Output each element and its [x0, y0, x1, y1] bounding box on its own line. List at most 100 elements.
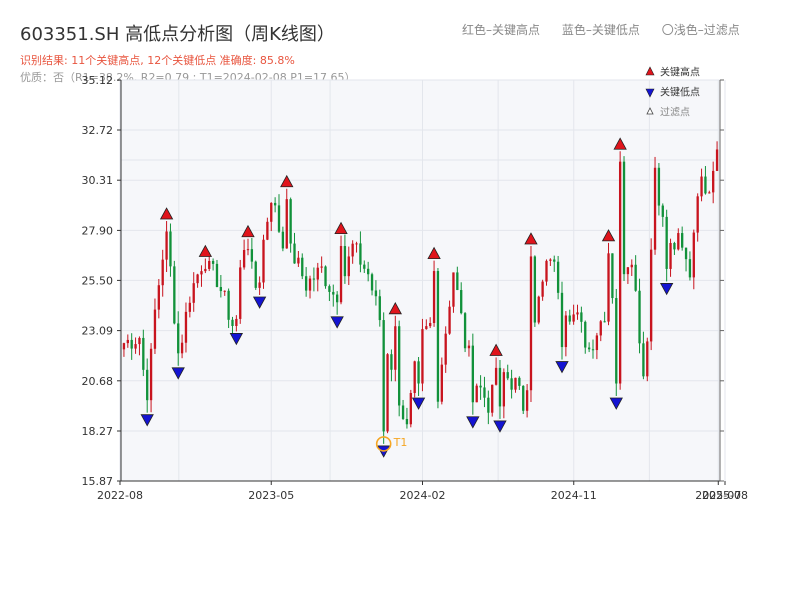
key-high-marker [601, 229, 616, 242]
candle-body [196, 274, 199, 284]
candle-body [525, 390, 529, 411]
candle-body [715, 149, 719, 171]
legend-item-label: 关键高点 [660, 66, 700, 79]
key-low-marker [252, 296, 267, 309]
candle-body [607, 253, 610, 322]
candle-body [308, 278, 312, 291]
candle-body [618, 161, 622, 384]
candle-body [688, 259, 692, 278]
candle-body [394, 326, 397, 370]
x-tick-label: 2024-11 [551, 489, 597, 502]
candle-body [312, 278, 316, 280]
key-high-marker [198, 244, 213, 257]
key-high-marker [241, 224, 255, 238]
key-low-marker [411, 397, 426, 410]
legend-red-text: 红色–关键高点 [462, 23, 541, 37]
candle-body [215, 263, 219, 288]
candle-body [537, 296, 540, 323]
candle-body [273, 202, 277, 206]
candle-body [227, 290, 230, 320]
candle-body [494, 367, 498, 385]
candle-body [335, 294, 339, 303]
key-high-marker [388, 301, 402, 315]
candle-body [704, 176, 707, 194]
legend-low-icon [645, 88, 655, 98]
key-low-marker [140, 414, 154, 427]
candle-body [603, 321, 606, 323]
candle-body [626, 267, 630, 275]
candle-body [161, 259, 164, 286]
candle-body [564, 315, 568, 348]
y-tick-label: 25.50 [82, 274, 114, 287]
candle-body [556, 261, 560, 293]
candle-body [367, 268, 370, 275]
candle-body [642, 343, 645, 377]
candle-body [417, 361, 420, 384]
candle-body [142, 337, 145, 370]
candle-body [587, 347, 591, 350]
candle-body [591, 349, 595, 351]
candle-body [149, 348, 153, 401]
key-low-marker [330, 316, 344, 329]
candle-body [157, 285, 160, 310]
key-low-marker [493, 420, 507, 433]
candle-body [572, 314, 575, 322]
candle-body [258, 282, 261, 288]
candle-body [130, 339, 133, 349]
candle-body [421, 329, 424, 384]
candle-body [378, 296, 381, 321]
candle-body [653, 167, 657, 250]
key-high-marker [524, 232, 538, 245]
candle-body [401, 405, 405, 419]
candle-body [316, 267, 319, 280]
candle-body [169, 231, 172, 267]
candle-body [231, 319, 234, 326]
candle-body [235, 318, 238, 326]
x-tick-label: 2025-07 [695, 489, 741, 502]
key-low-marker [466, 416, 480, 429]
candle-body [444, 333, 447, 365]
candle-body [289, 199, 292, 244]
candle-body [200, 271, 203, 275]
legend-item-label: 关键低点 [660, 86, 700, 99]
candle-body [293, 243, 296, 264]
candle-body [436, 271, 440, 402]
y-tick-label: 32.72 [82, 124, 114, 137]
candle-body [560, 292, 564, 348]
candle-body [138, 337, 141, 345]
candle-body [122, 343, 126, 350]
candle-body [254, 261, 257, 288]
candle-body [398, 326, 401, 406]
candle-body [646, 341, 649, 377]
candle-body [673, 242, 676, 250]
candle-body [463, 313, 467, 349]
candle-body [498, 367, 502, 407]
legend-filter-icon [646, 107, 654, 115]
t1-label: T1 [393, 436, 408, 449]
candle-body [277, 205, 281, 232]
candle-body [239, 267, 242, 319]
candle-body [177, 323, 180, 354]
candle-body [545, 260, 548, 282]
candle-body [518, 377, 521, 386]
candle-body [460, 290, 463, 314]
candle-body [382, 320, 385, 432]
candle-body [483, 387, 486, 398]
candle-body [649, 249, 653, 342]
candle-body [429, 323, 432, 327]
candle-body [684, 247, 688, 260]
candle-body [479, 385, 482, 388]
candle-body [692, 232, 695, 278]
candle-body [595, 335, 599, 351]
candle-body [390, 354, 393, 370]
candle-body [208, 260, 211, 269]
candle-body [452, 272, 455, 307]
candle-body [355, 243, 358, 245]
candle-body [262, 239, 265, 283]
candle-body [448, 306, 451, 334]
candle-body [339, 246, 343, 303]
candle-body [440, 364, 443, 402]
candle-body [456, 272, 459, 291]
candle-body [568, 315, 571, 322]
candle-body [432, 271, 436, 324]
